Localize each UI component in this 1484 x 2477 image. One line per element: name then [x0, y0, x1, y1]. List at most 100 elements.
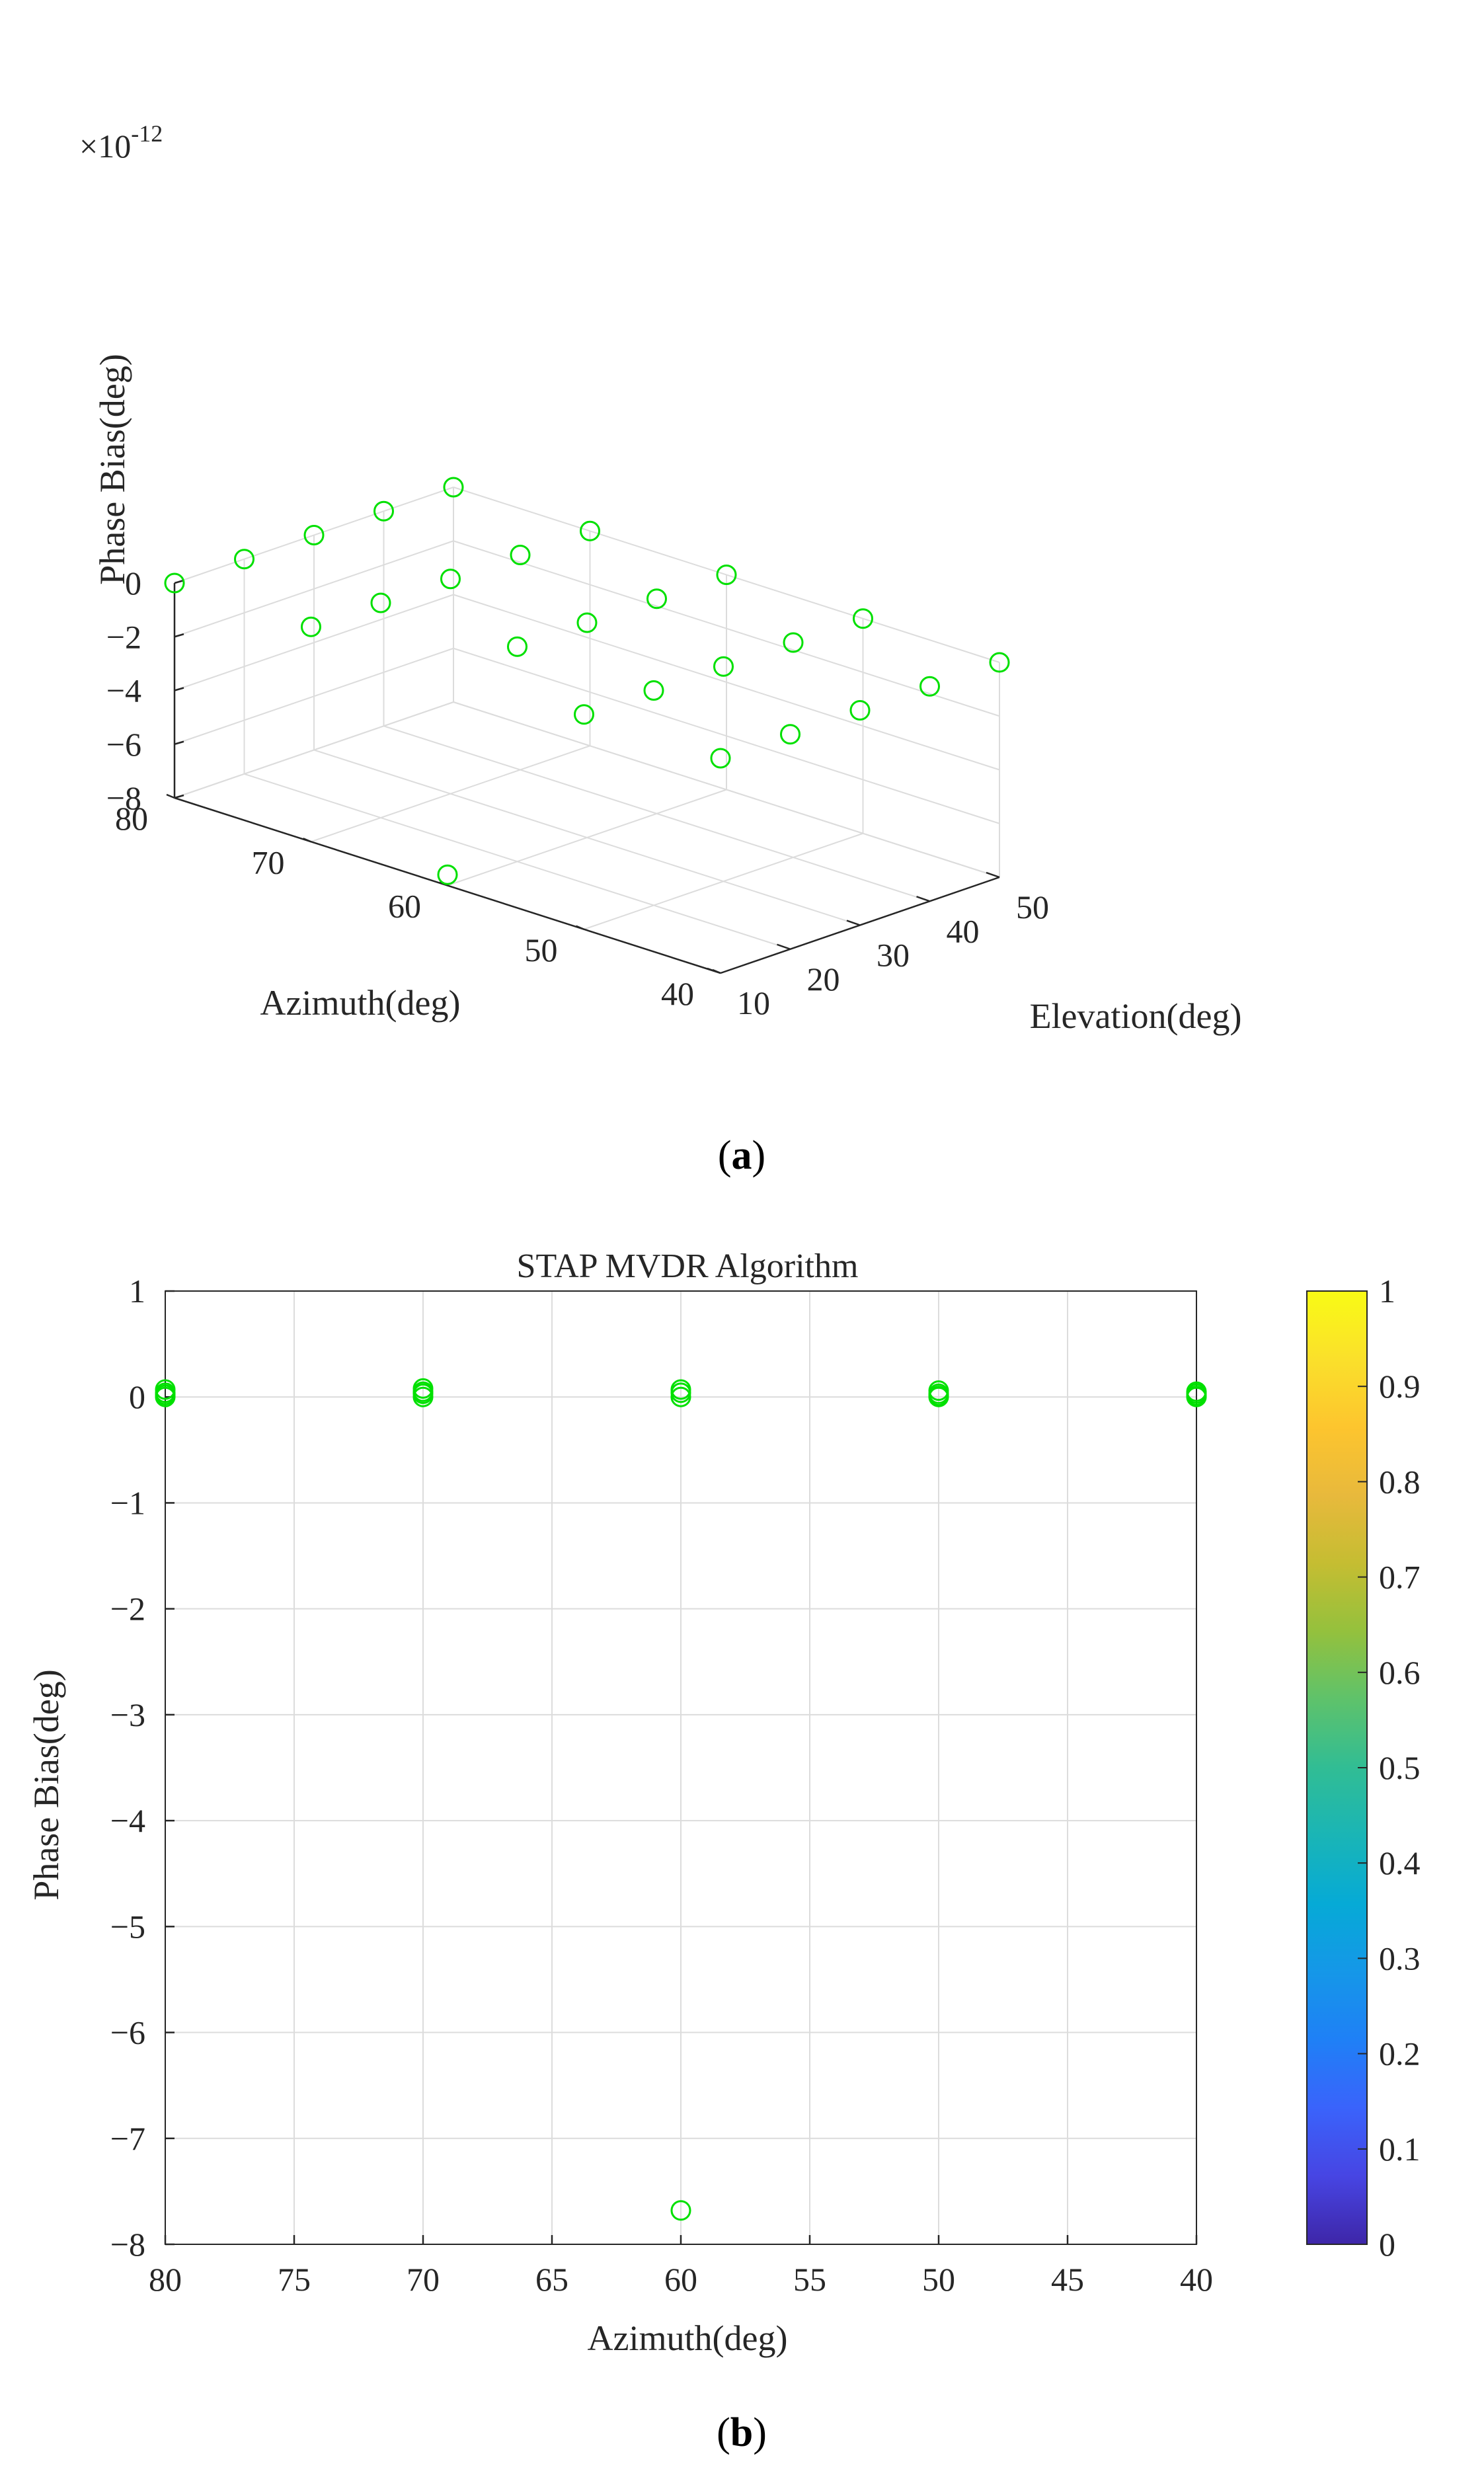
data-point: [301, 616, 321, 637]
grid-line-a: [453, 701, 1000, 878]
grid-line-a: [174, 487, 454, 584]
z-tick-label: −8: [106, 779, 141, 816]
data-point: [437, 864, 458, 885]
data-point: [1186, 1386, 1207, 1407]
data-point: [646, 588, 667, 609]
data-point: [373, 500, 394, 522]
panel-b-caption: (b): [717, 2410, 767, 2455]
colorbar-tick-label: 0.5: [1379, 1749, 1421, 1786]
elevation-tick-label: 40: [947, 912, 980, 949]
colorbar-tick-label: 0.7: [1379, 1559, 1421, 1596]
azimuth-tick: [576, 925, 584, 930]
z-tick-label: −4: [106, 672, 141, 709]
panel-b-x-axis-label: Azimuth(deg): [588, 2318, 788, 2358]
y-tick-label: −3: [110, 1696, 145, 1733]
elevation-tick-label: 50: [1016, 888, 1049, 925]
y-tick-label: −8: [110, 2226, 145, 2263]
z-tick-label: −2: [106, 618, 141, 655]
grid-line-a: [174, 540, 454, 638]
elevation-tick-label: 20: [807, 961, 840, 998]
data-point: [849, 700, 871, 721]
colorbar: [1306, 1290, 1368, 2245]
data-point: [853, 608, 873, 629]
colorbar-tick-label: 1: [1379, 1273, 1395, 1310]
data-point: [510, 545, 531, 565]
data-point: [440, 569, 461, 590]
data-point: [155, 1386, 176, 1407]
colorbar-tick-label: 0.2: [1379, 2035, 1421, 2072]
panel-b-plot-box: [165, 1290, 1197, 2245]
panel-b-y-axis-label: Phase Bias(deg): [26, 1669, 66, 1900]
z-tick: [174, 633, 184, 638]
data-point: [643, 680, 664, 701]
colorbar-tick-label: 0.3: [1379, 1940, 1421, 1977]
elevation-tick-label: 10: [737, 984, 770, 1021]
y-tick-label: −6: [110, 2014, 145, 2051]
grid-line-a: [174, 701, 454, 799]
panel-a-data-points: [164, 477, 1010, 885]
x-tick-label: 65: [535, 2261, 568, 2298]
z-tick: [174, 794, 184, 799]
data-point: [576, 612, 598, 633]
panel-a-azimuth-axis-label: Azimuth(deg): [260, 983, 461, 1023]
data-point: [710, 748, 731, 769]
panel-a-caption: (a): [718, 1133, 765, 1178]
z-tick: [174, 579, 184, 584]
x-tick-label: 40: [1180, 2261, 1213, 2298]
y-tick-label: −2: [110, 1591, 145, 1628]
azimuth-tick: [166, 793, 175, 799]
panel-a-elevation-axis-label: Elevation(deg): [1030, 996, 1242, 1036]
y-tick-label: −1: [110, 1484, 145, 1521]
z-tick: [174, 740, 184, 745]
grid-line-a: [453, 594, 1000, 771]
panel-b-title: STAP MVDR Algorithm: [517, 1247, 859, 1285]
y-tick-label: −4: [110, 1802, 145, 1839]
panel-b-2d-chart: STAP MVDR Algorithm 80 75 70 65 60 55 50 45 4010…: [26, 1247, 1421, 2455]
data-point: [370, 592, 391, 613]
azimuth-tick-label: 40: [661, 975, 694, 1012]
elevation-tick: [986, 871, 1000, 879]
elevation-tick: [777, 943, 791, 950]
azimuth-tick: [303, 838, 311, 843]
grid-line-a: [447, 789, 727, 886]
data-point: [670, 1386, 691, 1407]
data-point: [580, 520, 600, 541]
azimuth-tick-label: 80: [115, 800, 148, 837]
data-point: [780, 724, 801, 745]
x-tick-label: 60: [664, 2261, 697, 2298]
x-tick-label: 75: [278, 2261, 311, 2298]
panel-b-tick-labels: 80 75 70 65 60 55 50 45 40 1 0 −1 −2 −3 −4 −5 −6 −7 −8: [110, 1273, 1213, 2298]
data-point: [574, 704, 594, 725]
data-point: [443, 477, 464, 498]
z-tick-label: −6: [106, 726, 141, 763]
data-point: [928, 1386, 949, 1407]
colorbar-tick-labels: 0 0.1 0.2 0.3 0.4 0.5 0.6 0.7 0.8 0.9 1: [1358, 1273, 1421, 2263]
panel-a-axes: [166, 579, 1000, 974]
data-point: [507, 636, 527, 657]
colorbar-tick-label: 0.6: [1379, 1654, 1421, 1691]
data-point: [234, 549, 254, 570]
x-tick-label: 70: [407, 2261, 440, 2298]
data-point: [303, 525, 325, 545]
data-point: [783, 632, 804, 653]
azimuth-tick-label: 60: [388, 888, 421, 925]
grid-line-a: [311, 745, 590, 843]
grid-line-a: [453, 647, 1000, 824]
panel-a-tick-labels: 0 −2 −4 −6 −8 40 50 60 70 80 10 20 30 40 50: [106, 565, 1049, 1021]
x-tick-label: 45: [1051, 2261, 1084, 2298]
x-tick-label: 50: [922, 2261, 955, 2298]
colorbar-tick-label: 0.1: [1379, 2131, 1421, 2168]
data-point: [989, 652, 1010, 673]
panel-a-z-axis-label: Phase Bias(deg): [93, 354, 132, 584]
elevation-tick: [916, 896, 930, 902]
data-point: [713, 656, 734, 677]
elevation-tick: [707, 967, 721, 974]
data-point: [164, 572, 185, 594]
colorbar-tick-label: 0.4: [1379, 1844, 1421, 1881]
z-tick: [174, 687, 184, 691]
azimuth-tick-label: 50: [525, 931, 558, 968]
colorbar-tick-label: 0.8: [1379, 1463, 1421, 1500]
panel-a-3d-chart: 0 −2 −4 −6 −8 40 50 60 70 80 10 20 30 40 50 ×10-12 Pha…: [79, 120, 1241, 1178]
colorbar-tick-label: 0: [1379, 2226, 1395, 2263]
